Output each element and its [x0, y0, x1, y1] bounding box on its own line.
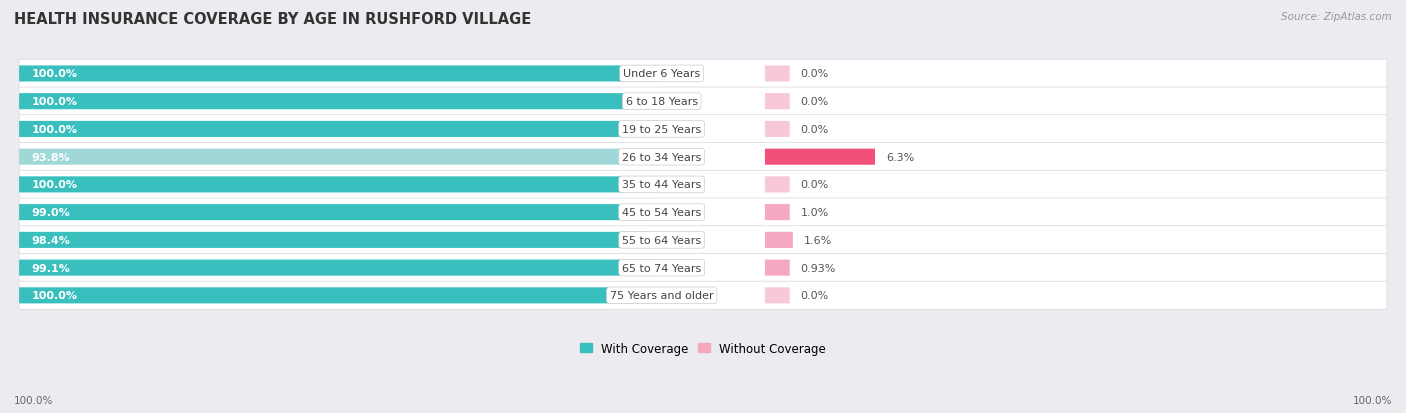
- FancyBboxPatch shape: [765, 287, 790, 304]
- FancyBboxPatch shape: [765, 204, 790, 221]
- Text: HEALTH INSURANCE COVERAGE BY AGE IN RUSHFORD VILLAGE: HEALTH INSURANCE COVERAGE BY AGE IN RUSH…: [14, 12, 531, 27]
- Text: 26 to 34 Years: 26 to 34 Years: [621, 152, 702, 162]
- FancyBboxPatch shape: [20, 116, 1386, 144]
- FancyBboxPatch shape: [20, 287, 659, 304]
- FancyBboxPatch shape: [20, 226, 1386, 254]
- FancyBboxPatch shape: [20, 88, 1386, 116]
- Text: 100.0%: 100.0%: [31, 69, 77, 79]
- Text: 100.0%: 100.0%: [14, 395, 53, 405]
- FancyBboxPatch shape: [20, 60, 1386, 88]
- FancyBboxPatch shape: [20, 177, 659, 193]
- FancyBboxPatch shape: [20, 199, 1386, 227]
- FancyBboxPatch shape: [20, 149, 619, 165]
- Text: 100.0%: 100.0%: [31, 180, 77, 190]
- Text: 0.0%: 0.0%: [800, 69, 830, 79]
- FancyBboxPatch shape: [765, 260, 790, 276]
- Text: 99.1%: 99.1%: [31, 263, 70, 273]
- FancyBboxPatch shape: [20, 254, 1386, 282]
- FancyBboxPatch shape: [20, 94, 659, 110]
- Text: 6.3%: 6.3%: [886, 152, 914, 162]
- Text: 45 to 54 Years: 45 to 54 Years: [621, 208, 702, 218]
- FancyBboxPatch shape: [20, 232, 648, 248]
- FancyBboxPatch shape: [20, 121, 659, 138]
- Text: 19 to 25 Years: 19 to 25 Years: [621, 125, 702, 135]
- FancyBboxPatch shape: [765, 149, 875, 165]
- Text: 100.0%: 100.0%: [31, 291, 77, 301]
- Text: 0.0%: 0.0%: [800, 125, 830, 135]
- Text: 65 to 74 Years: 65 to 74 Years: [621, 263, 702, 273]
- Text: 93.8%: 93.8%: [31, 152, 70, 162]
- FancyBboxPatch shape: [20, 282, 1386, 310]
- Text: 100.0%: 100.0%: [1353, 395, 1392, 405]
- Text: 100.0%: 100.0%: [31, 125, 77, 135]
- FancyBboxPatch shape: [20, 66, 659, 82]
- FancyBboxPatch shape: [765, 232, 793, 248]
- FancyBboxPatch shape: [765, 66, 790, 82]
- Legend: With Coverage, Without Coverage: With Coverage, Without Coverage: [575, 337, 831, 360]
- Text: 0.0%: 0.0%: [800, 180, 830, 190]
- Text: 1.0%: 1.0%: [800, 208, 830, 218]
- Text: Under 6 Years: Under 6 Years: [623, 69, 700, 79]
- FancyBboxPatch shape: [20, 171, 1386, 199]
- Text: 1.6%: 1.6%: [804, 235, 832, 245]
- Text: 99.0%: 99.0%: [31, 208, 70, 218]
- Text: 6 to 18 Years: 6 to 18 Years: [626, 97, 697, 107]
- Text: 0.0%: 0.0%: [800, 291, 830, 301]
- Text: 0.0%: 0.0%: [800, 97, 830, 107]
- Text: Source: ZipAtlas.com: Source: ZipAtlas.com: [1281, 12, 1392, 22]
- Text: 0.93%: 0.93%: [800, 263, 837, 273]
- FancyBboxPatch shape: [765, 121, 790, 138]
- FancyBboxPatch shape: [765, 177, 790, 193]
- FancyBboxPatch shape: [765, 94, 790, 110]
- Text: 75 Years and older: 75 Years and older: [610, 291, 713, 301]
- FancyBboxPatch shape: [20, 260, 654, 276]
- FancyBboxPatch shape: [20, 204, 652, 221]
- Text: 100.0%: 100.0%: [31, 97, 77, 107]
- Text: 98.4%: 98.4%: [31, 235, 70, 245]
- Text: 35 to 44 Years: 35 to 44 Years: [621, 180, 702, 190]
- Text: 55 to 64 Years: 55 to 64 Years: [623, 235, 702, 245]
- FancyBboxPatch shape: [20, 143, 1386, 171]
